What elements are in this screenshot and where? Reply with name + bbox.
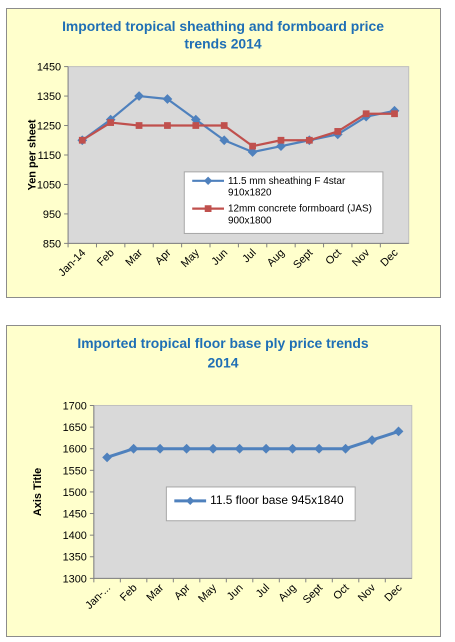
- y-tick-label: 1300: [63, 573, 87, 585]
- y-tick-label: 1400: [63, 530, 87, 542]
- data-point: [219, 135, 230, 146]
- x-tick-label: Dec: [378, 247, 401, 270]
- data-point: [367, 435, 377, 445]
- data-point: [208, 443, 218, 454]
- chart-panel-sheathing: Imported tropical sheathing and formboar…: [6, 8, 441, 298]
- chart-title-line-1: Imported tropical sheathing and formboar…: [62, 18, 384, 34]
- legend-label: 12mm concrete formboard (JAS): [228, 204, 372, 215]
- legend-swatch-marker: [186, 496, 195, 506]
- y-tick-label: 1350: [37, 91, 61, 103]
- x-tick-label: Mar: [123, 247, 145, 269]
- legend-label: 11.5 mm sheathing F 4star: [228, 176, 346, 187]
- chart-floor-base-ply: Imported tropical floor base ply price t…: [32, 335, 413, 612]
- chart-sheathing-formboard: Imported tropical sheathing and formboar…: [26, 18, 410, 279]
- x-tick-label: Mar: [144, 582, 166, 604]
- data-point: [261, 443, 271, 454]
- y-tick-label: 850: [43, 238, 61, 250]
- x-tick-label: Oct: [323, 247, 343, 267]
- data-point: [340, 443, 351, 454]
- data-point: [391, 110, 398, 118]
- series-line-1: [81, 94, 395, 154]
- y-tick-label: 1350: [63, 552, 87, 564]
- data-point: [249, 142, 256, 150]
- x-tick-label: Jan-...: [83, 582, 113, 612]
- data-point: [277, 136, 285, 144]
- data-point: [181, 443, 192, 454]
- data-point: [234, 443, 245, 454]
- data-point: [134, 91, 144, 101]
- legend-label: 910x1820: [228, 188, 272, 199]
- data-point: [164, 122, 171, 129]
- data-point: [362, 110, 370, 118]
- y-tick-label: 950: [43, 209, 61, 221]
- data-point: [135, 122, 143, 129]
- chart-panel-floor-base: Imported tropical floor base ply price t…: [6, 325, 441, 637]
- x-tick-label: Dec: [382, 582, 405, 605]
- x-tick-label: Jun: [209, 247, 230, 268]
- data-point: [393, 426, 404, 437]
- legend-label: 11.5 floor base 945x1840: [210, 493, 344, 507]
- x-tick-label: Jul: [240, 247, 258, 265]
- series-line-2: [81, 112, 395, 148]
- y-tick-label: 1450: [63, 509, 87, 521]
- x-tick-label: Nov: [350, 247, 373, 270]
- data-point: [155, 443, 165, 454]
- x-tick-label: Nov: [356, 582, 379, 605]
- data-point: [247, 147, 258, 157]
- data-point: [334, 128, 342, 135]
- x-tick-label: Jul: [254, 582, 272, 600]
- x-tick-label: Sept: [291, 247, 315, 271]
- legend-swatch-marker: [204, 205, 212, 212]
- y-tick-label: 1450: [37, 62, 61, 74]
- y-tick-label: 1250: [37, 120, 61, 132]
- legend-label: 900x1800: [228, 216, 272, 227]
- x-tick-label: Feb: [95, 247, 117, 269]
- data-point: [305, 136, 313, 144]
- x-tick-label: Apr: [172, 582, 193, 603]
- data-point: [162, 94, 173, 104]
- y-axis-label: Axis Title: [32, 468, 44, 516]
- x-tick-label: Sept: [301, 582, 325, 606]
- y-tick-label: 1550: [63, 465, 87, 477]
- data-point: [314, 443, 324, 454]
- x-tick-label: May: [196, 582, 219, 605]
- y-tick-label: 1700: [63, 400, 87, 412]
- x-tick-label: May: [179, 247, 202, 270]
- chart-title-line-2: trends 2014: [184, 36, 261, 52]
- x-tick-label: Aug: [276, 582, 298, 604]
- y-tick-label: 1500: [63, 487, 87, 499]
- x-tick-label: Jan-14: [56, 247, 88, 279]
- y-tick-label: 1600: [63, 444, 87, 456]
- data-point: [78, 136, 86, 144]
- chart-title-line-1: Imported tropical floor base ply price t…: [77, 335, 369, 351]
- y-axis-label: Yen per sheet: [26, 119, 38, 190]
- x-tick-label: Feb: [118, 582, 140, 604]
- data-point: [102, 452, 112, 463]
- data-point: [192, 122, 200, 129]
- chart-title-line-2: 2014: [208, 355, 239, 371]
- data-point: [287, 443, 298, 454]
- data-point: [220, 122, 228, 129]
- x-tick-label: Oct: [331, 582, 351, 602]
- legend-box: [183, 171, 384, 234]
- legend-box: [165, 486, 356, 522]
- y-tick-label: 1050: [37, 179, 61, 191]
- y-tick-label: 1650: [63, 422, 87, 434]
- data-point: [128, 443, 139, 454]
- y-tick-label: 1150: [38, 150, 61, 162]
- x-tick-label: Aug: [265, 247, 287, 269]
- data-point: [107, 119, 115, 126]
- x-tick-label: Apr: [153, 247, 174, 268]
- data-point: [276, 141, 286, 152]
- x-tick-label: Jun: [225, 582, 246, 603]
